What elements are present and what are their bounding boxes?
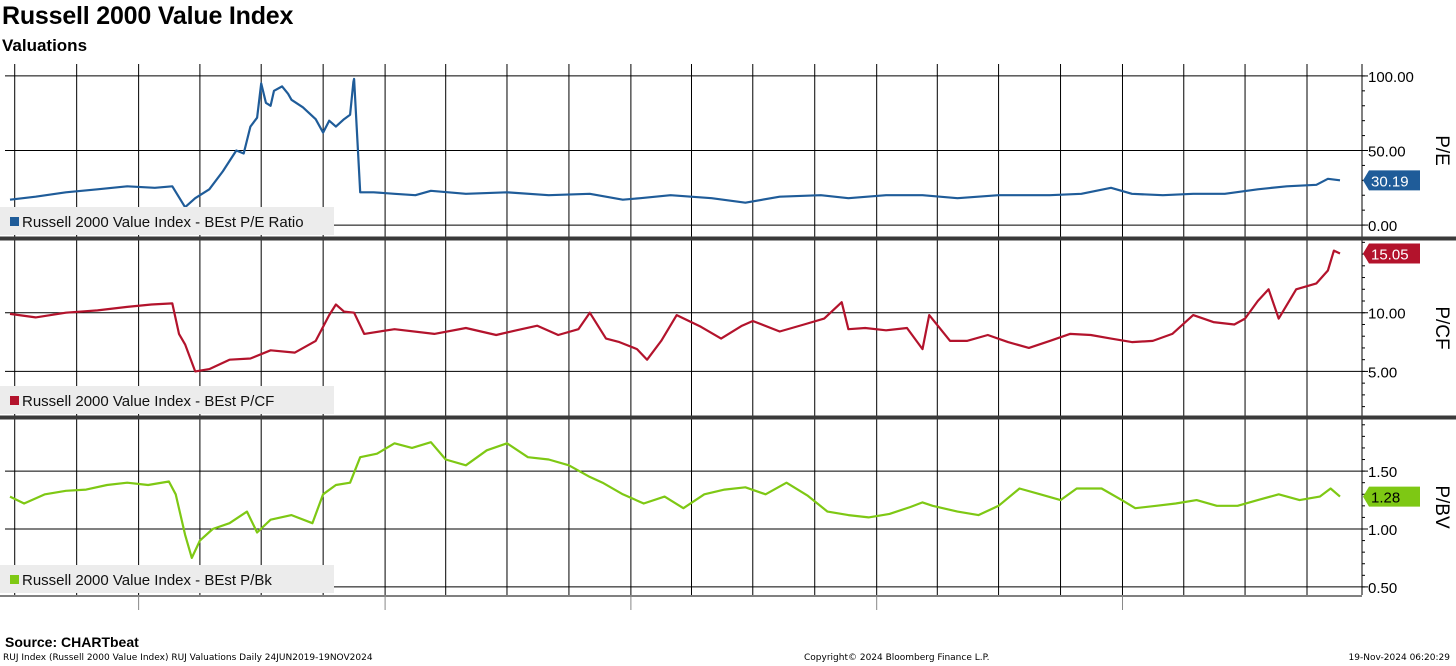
panel-pe: 0.00 50.00 100.00 30.19 P/E Russell 2000 Valu… [0,64,1452,237]
legend-swatch [10,575,19,584]
series-line-pcf [9,249,1341,373]
y-tick-label: 0.00 [1368,218,1397,235]
chart-svg: 0.00 50.00 100.00 30.19 P/E Russell 2000 Valu… [0,64,1456,610]
legend-swatch [10,217,19,226]
y-axis-title: P/BV [1431,485,1452,529]
panel-pcf: 5.00 10.00 15.05 P/CF Russell 2000 Value Ind… [0,240,1452,416]
panel-separator [0,415,1456,420]
series-line-pbv [9,441,1341,559]
y-axis-title: P/E [1431,135,1452,166]
y-tick-label: 5.00 [1368,364,1397,381]
y-tick-label: 0.50 [1368,580,1397,597]
y-axis-title: P/CF [1431,306,1452,349]
y-tick-label: 50.00 [1368,144,1406,161]
y-tick-label: 1.00 [1368,522,1397,539]
y-tick-label: 10.00 [1368,306,1406,323]
panel-separator [0,236,1456,241]
source-note: Source: CHARTbeat [5,634,139,650]
legend-label: Russell 2000 Value Index - BEst P/E Rati… [22,214,304,231]
last-value-tag [1363,486,1420,507]
legend-swatch [10,396,19,405]
last-value-tag [1363,243,1420,264]
legend-box [0,207,334,235]
legend-label: Russell 2000 Value Index - BEst P/CF [22,393,274,410]
footer-timestamp: 19-Nov-2024 06:20:29 [1348,653,1450,663]
last-value-label: 1.28 [1371,490,1400,507]
y-tick-label: 1.50 [1368,464,1397,481]
last-value-label: 15.05 [1371,246,1409,263]
legend-box [0,386,334,414]
legend-box [0,565,334,593]
y-tick-label: 100.00 [1368,69,1414,86]
legend-label: Russell 2000 Value Index - BEst P/Bk [22,572,272,589]
footer-index-info: RUJ Index (Russell 2000 Value Index) RUJ… [3,653,373,663]
last-value-tag [1363,170,1420,191]
chart-title: Russell 2000 Value Index [2,2,294,30]
footer-copyright: Copyright© 2024 Bloomberg Finance L.P. [804,653,990,663]
series-line-pe [9,77,1341,209]
last-value-label: 30.19 [1371,173,1409,190]
panel-pbv: 0.50 1.00 1.50 1.28 P/BV Russell 2000 Value I… [0,419,1452,597]
chart-subtitle: Valuations [2,36,88,55]
